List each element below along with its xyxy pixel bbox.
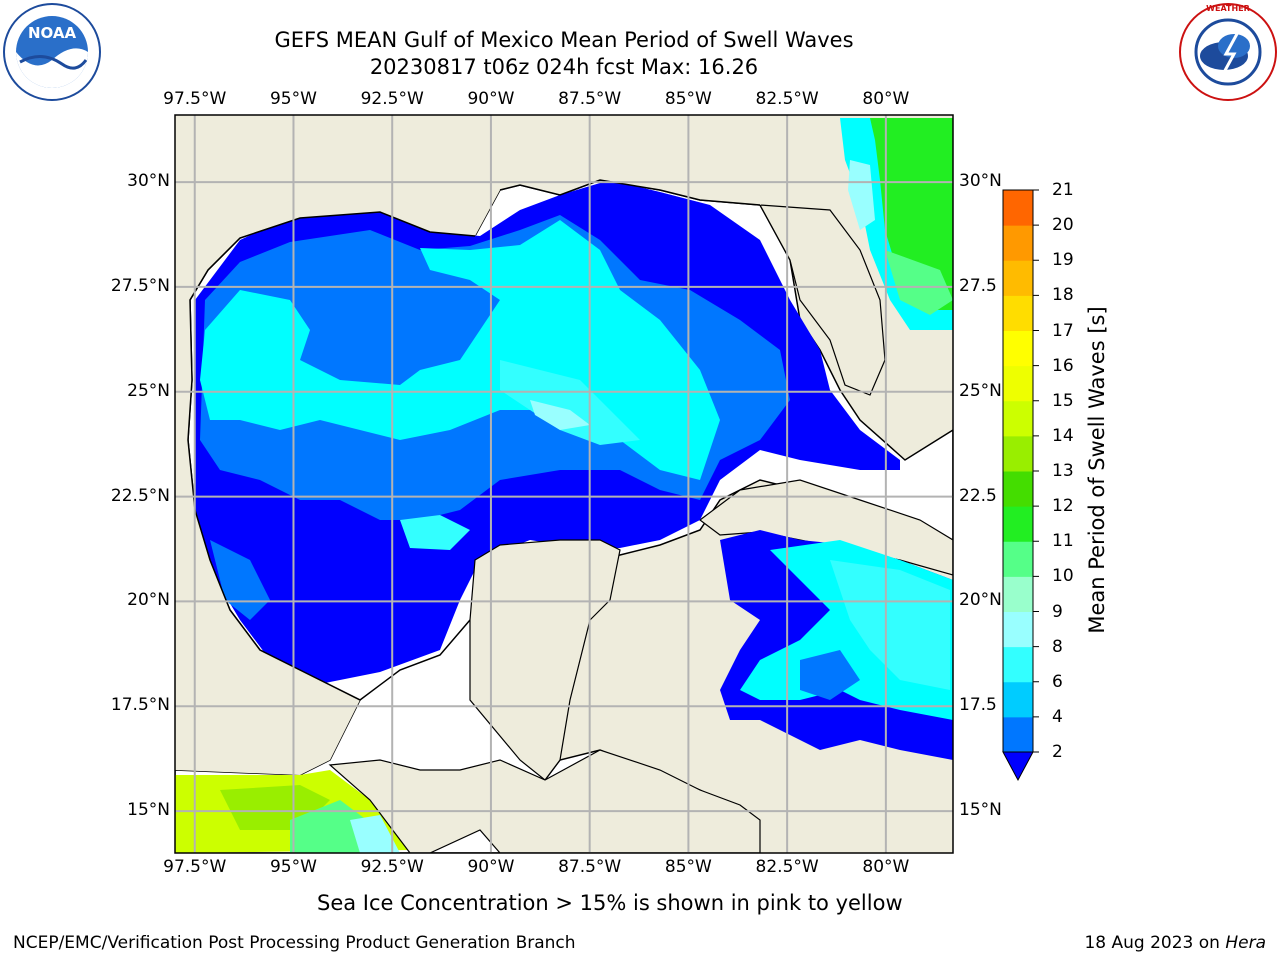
lat-label-right: 22.5 [959, 485, 997, 506]
yucatan-land [469, 539, 621, 781]
colorbar-tick-label: 12 [1052, 496, 1074, 517]
lon-label-bottom: 80°W [862, 857, 910, 877]
colorbar-tick-label: 4 [1052, 706, 1063, 727]
lon-label-top: 97.5°W [163, 89, 227, 109]
chart-subtitle: 20230817 t06z 024h fcst Max: 16.26 [369, 55, 759, 79]
colorbar-segment [1003, 365, 1033, 402]
colorbar-tick-label: 6 [1052, 671, 1063, 692]
footer-machine: Hera [1225, 933, 1266, 953]
colorbar-segment [1003, 435, 1033, 472]
colorbar [1002, 189, 1039, 782]
colorbar-tick-label: 18 [1052, 285, 1074, 306]
colorbar-tick-label: 10 [1052, 566, 1074, 587]
lon-label-top: 87.5°W [558, 89, 622, 109]
footer-date: 18 Aug 2023 on [1084, 933, 1226, 953]
lat-label-right: 15°N [959, 800, 1002, 821]
colorbar-segment [1003, 576, 1033, 612]
lon-label-top: 90°W [467, 89, 515, 109]
lat-label-left: 22.5°N [110, 485, 170, 506]
colorbar-tick-label: 16 [1052, 355, 1074, 376]
colorbar-segment [1003, 681, 1033, 718]
colorbar-segment [1003, 646, 1033, 683]
central-america-land [328, 749, 761, 853]
map-gridlines [175, 115, 953, 853]
colorbar-tick-label: 13 [1052, 461, 1074, 481]
lon-label-top: 85°W [664, 89, 712, 109]
nws-logo: WEATHER [1178, 2, 1278, 102]
lat-label-right: 27.5 [959, 275, 997, 296]
lon-label-top: 82.5°W [755, 89, 819, 109]
footer-right: 18 Aug 2023 on Hera [1084, 933, 1266, 953]
lat-label-right: 25°N [959, 380, 1002, 401]
swell-field-atlantic [840, 118, 953, 330]
lat-label-left: 15°N [127, 800, 170, 821]
lat-label-left: 17.5°N [110, 695, 170, 716]
svg-text:NOAA: NOAA [28, 24, 77, 42]
colorbar-segment [1003, 541, 1033, 577]
colorbar-tick-label: 14 [1052, 425, 1074, 446]
colorbar-tick-label: 19 [1052, 250, 1074, 271]
lat-label-left: 20°N [127, 590, 170, 611]
caption: Sea Ice Concentration > 15% is shown in … [317, 891, 903, 915]
svg-text:WEATHER: WEATHER [1206, 4, 1250, 13]
lat-label-right: 17.5 [959, 695, 997, 716]
lat-label-left: 27.5°N [110, 275, 170, 296]
colorbar-segment [1003, 295, 1033, 331]
mexico-land [175, 115, 953, 775]
colorbar-segment [1003, 330, 1033, 367]
colorbar-tick-label: 15 [1052, 390, 1074, 411]
colorbar-tick-label: 9 [1052, 601, 1063, 622]
colorbar-tick-label: 11 [1052, 531, 1074, 552]
lon-label-top: 92.5°W [360, 89, 424, 109]
lon-label-bottom: 90°W [467, 857, 515, 877]
lon-label-bottom: 82.5°W [755, 857, 819, 877]
lat-label-right: 30°N [959, 171, 1002, 192]
colorbar-segment [1003, 471, 1033, 507]
colorbar-tick-label: 8 [1052, 636, 1063, 657]
colorbar-segment [1003, 716, 1033, 753]
colorbar-segment [1003, 400, 1033, 437]
lon-label-top: 95°W [269, 89, 317, 109]
lat-label-right: 20°N [959, 590, 1002, 611]
footer-left: NCEP/EMC/Verification Post Processing Pr… [13, 933, 576, 953]
colorbar-segment [1003, 190, 1033, 226]
colorbar-under-triangle [1002, 751, 1034, 782]
colorbar-segment [1003, 506, 1033, 542]
colorbar-tick-label: 17 [1052, 320, 1074, 341]
swell-field-caribbean [720, 530, 953, 760]
lon-label-bottom: 95°W [269, 857, 317, 877]
lon-label-bottom: 85°W [664, 857, 712, 877]
lon-label-top: 80°W [862, 89, 910, 109]
colorbar-segment [1003, 225, 1033, 261]
map-frame [174, 114, 954, 854]
chart-title: GEFS MEAN Gulf of Mexico Mean Period of … [274, 28, 854, 52]
lat-label-left: 30°N [127, 171, 170, 192]
lon-label-bottom: 92.5°W [360, 857, 424, 877]
colorbar-tick-label: 20 [1052, 215, 1074, 236]
colorbar-tick-label: 2 [1052, 742, 1063, 762]
lon-label-bottom: 87.5°W [558, 857, 622, 877]
lon-label-bottom: 97.5°W [163, 857, 227, 877]
colorbar-segment [1003, 611, 1033, 648]
colorbar-tick-label: 21 [1052, 180, 1074, 200]
colorbar-segment [1003, 260, 1033, 296]
noaa-logo: NOAA [2, 2, 102, 102]
lat-label-left: 25°N [127, 380, 170, 401]
